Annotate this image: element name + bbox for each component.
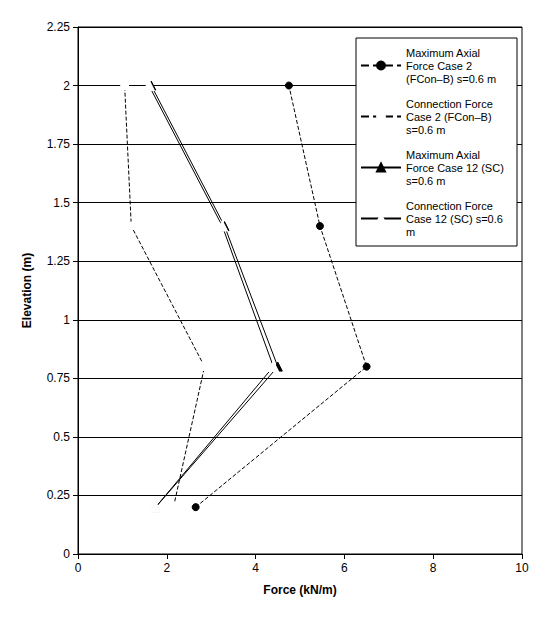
svg-text:1.75: 1.75 [47, 137, 71, 151]
svg-text:Maximum Axial: Maximum Axial [406, 47, 483, 59]
svg-text:1: 1 [63, 313, 70, 327]
svg-text:Maximum Axial: Maximum Axial [406, 149, 483, 161]
svg-text:Connection Force: Connection Force [406, 98, 496, 110]
svg-text:Force (kN/m): Force (kN/m) [263, 583, 336, 597]
svg-text:0: 0 [63, 547, 70, 561]
svg-text:0: 0 [75, 561, 82, 575]
svg-text:0.75: 0.75 [47, 371, 71, 385]
svg-text:m: m [406, 226, 415, 238]
svg-text:(FCon–B) s=0.6 m: (FCon–B) s=0.6 m [406, 73, 496, 85]
svg-text:6: 6 [341, 561, 348, 575]
svg-text:4: 4 [252, 561, 259, 575]
svg-text:Force Case 2: Force Case 2 [406, 60, 475, 72]
svg-text:s=0.6 m: s=0.6 m [406, 175, 445, 187]
svg-text:s=0.6 m: s=0.6 m [406, 124, 445, 136]
svg-text:1.25: 1.25 [47, 254, 71, 268]
svg-text:1.5: 1.5 [53, 196, 70, 210]
svg-text:0.5: 0.5 [53, 430, 70, 444]
svg-text:2.25: 2.25 [47, 20, 71, 34]
svg-text:Case 12 (SC) s=0.6: Case 12 (SC) s=0.6 [406, 213, 506, 225]
svg-text:Elevation (m): Elevation (m) [20, 253, 34, 328]
svg-text:2: 2 [163, 561, 170, 575]
svg-text:10: 10 [515, 561, 529, 575]
svg-text:0.25: 0.25 [47, 488, 71, 502]
svg-text:Case 2 (FCon–B): Case 2 (FCon–B) [406, 111, 495, 123]
svg-text:Connection Force: Connection Force [406, 200, 496, 212]
svg-text:2: 2 [63, 79, 70, 93]
svg-text:8: 8 [430, 561, 437, 575]
svg-text:Force Case 12 (SC): Force Case 12 (SC) [406, 162, 507, 174]
